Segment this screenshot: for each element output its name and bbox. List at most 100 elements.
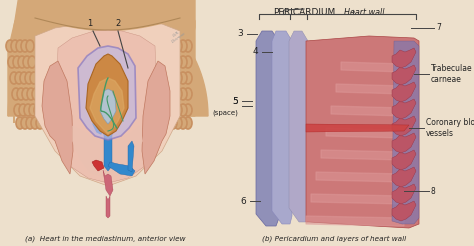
Polygon shape (392, 65, 416, 85)
Ellipse shape (169, 117, 177, 129)
Ellipse shape (10, 72, 18, 84)
Ellipse shape (21, 117, 29, 129)
Ellipse shape (169, 88, 177, 100)
Polygon shape (316, 172, 404, 182)
Text: (space): (space) (212, 110, 238, 116)
Polygon shape (306, 124, 409, 132)
Ellipse shape (28, 56, 36, 68)
Ellipse shape (12, 88, 20, 100)
Ellipse shape (16, 117, 24, 129)
Ellipse shape (179, 88, 187, 100)
Text: (b) Pericardium and layers of heart wall: (b) Pericardium and layers of heart wall (262, 235, 406, 242)
Polygon shape (326, 128, 404, 138)
Ellipse shape (174, 72, 182, 84)
Ellipse shape (36, 117, 44, 129)
Polygon shape (306, 216, 404, 226)
Polygon shape (256, 31, 279, 226)
Polygon shape (93, 118, 103, 134)
Ellipse shape (179, 40, 187, 52)
Ellipse shape (179, 56, 187, 68)
Polygon shape (392, 150, 416, 170)
Polygon shape (289, 31, 308, 222)
Ellipse shape (179, 117, 187, 129)
Ellipse shape (184, 72, 192, 84)
Text: 6: 6 (240, 197, 246, 205)
Ellipse shape (164, 117, 172, 129)
Polygon shape (392, 201, 416, 221)
Polygon shape (311, 194, 404, 204)
Text: 3: 3 (237, 30, 243, 39)
Ellipse shape (164, 72, 172, 84)
Ellipse shape (169, 104, 177, 116)
Ellipse shape (26, 40, 34, 52)
Ellipse shape (184, 56, 192, 68)
Ellipse shape (174, 88, 182, 100)
Polygon shape (92, 160, 104, 171)
Polygon shape (103, 170, 113, 196)
Polygon shape (331, 106, 404, 116)
Polygon shape (35, 21, 180, 186)
Ellipse shape (179, 72, 187, 84)
Polygon shape (100, 116, 116, 128)
Polygon shape (392, 184, 416, 204)
Polygon shape (108, 162, 135, 176)
Ellipse shape (19, 104, 27, 116)
Polygon shape (8, 2, 195, 116)
Polygon shape (392, 133, 416, 153)
Polygon shape (392, 167, 416, 187)
Ellipse shape (17, 88, 25, 100)
Ellipse shape (169, 56, 177, 68)
Ellipse shape (27, 88, 35, 100)
Ellipse shape (8, 56, 16, 68)
Text: Coronary blood
vessels: Coronary blood vessels (426, 118, 474, 138)
Polygon shape (78, 46, 136, 140)
Text: Heart wall: Heart wall (344, 8, 384, 17)
Text: Trabeculae
carneae: Trabeculae carneae (431, 64, 473, 84)
Text: (a)  Heart in the mediastinum, anterior view: (a) Heart in the mediastinum, anterior v… (25, 235, 185, 242)
Polygon shape (272, 31, 292, 224)
Ellipse shape (14, 104, 22, 116)
Polygon shape (336, 84, 404, 94)
Polygon shape (321, 150, 404, 160)
Polygon shape (42, 61, 73, 174)
Ellipse shape (13, 56, 21, 68)
Ellipse shape (25, 72, 33, 84)
Ellipse shape (11, 40, 19, 52)
Polygon shape (128, 141, 134, 172)
Ellipse shape (23, 56, 31, 68)
Text: 7: 7 (436, 24, 441, 32)
Text: 2: 2 (115, 19, 120, 28)
Polygon shape (392, 82, 416, 102)
Ellipse shape (184, 117, 192, 129)
Polygon shape (8, 1, 208, 116)
Ellipse shape (22, 88, 30, 100)
Ellipse shape (18, 56, 26, 68)
Ellipse shape (164, 40, 172, 52)
Ellipse shape (29, 104, 37, 116)
Text: 5: 5 (232, 96, 238, 106)
Polygon shape (392, 99, 416, 119)
Polygon shape (392, 41, 419, 224)
Ellipse shape (164, 104, 172, 116)
Ellipse shape (31, 117, 39, 129)
Ellipse shape (32, 88, 40, 100)
Polygon shape (100, 89, 116, 124)
Ellipse shape (164, 88, 172, 100)
Polygon shape (341, 62, 404, 72)
Polygon shape (392, 48, 416, 68)
Polygon shape (392, 116, 416, 136)
Ellipse shape (6, 40, 14, 52)
Polygon shape (104, 120, 112, 171)
Ellipse shape (174, 56, 182, 68)
Ellipse shape (16, 40, 24, 52)
Polygon shape (90, 78, 124, 134)
Ellipse shape (26, 117, 34, 129)
Text: PERICARDIUM: PERICARDIUM (273, 8, 335, 17)
Polygon shape (55, 30, 158, 183)
Ellipse shape (179, 104, 187, 116)
Ellipse shape (164, 56, 172, 68)
Polygon shape (86, 54, 128, 136)
Ellipse shape (20, 72, 28, 84)
Text: 4: 4 (252, 47, 258, 57)
Polygon shape (14, 0, 195, 123)
